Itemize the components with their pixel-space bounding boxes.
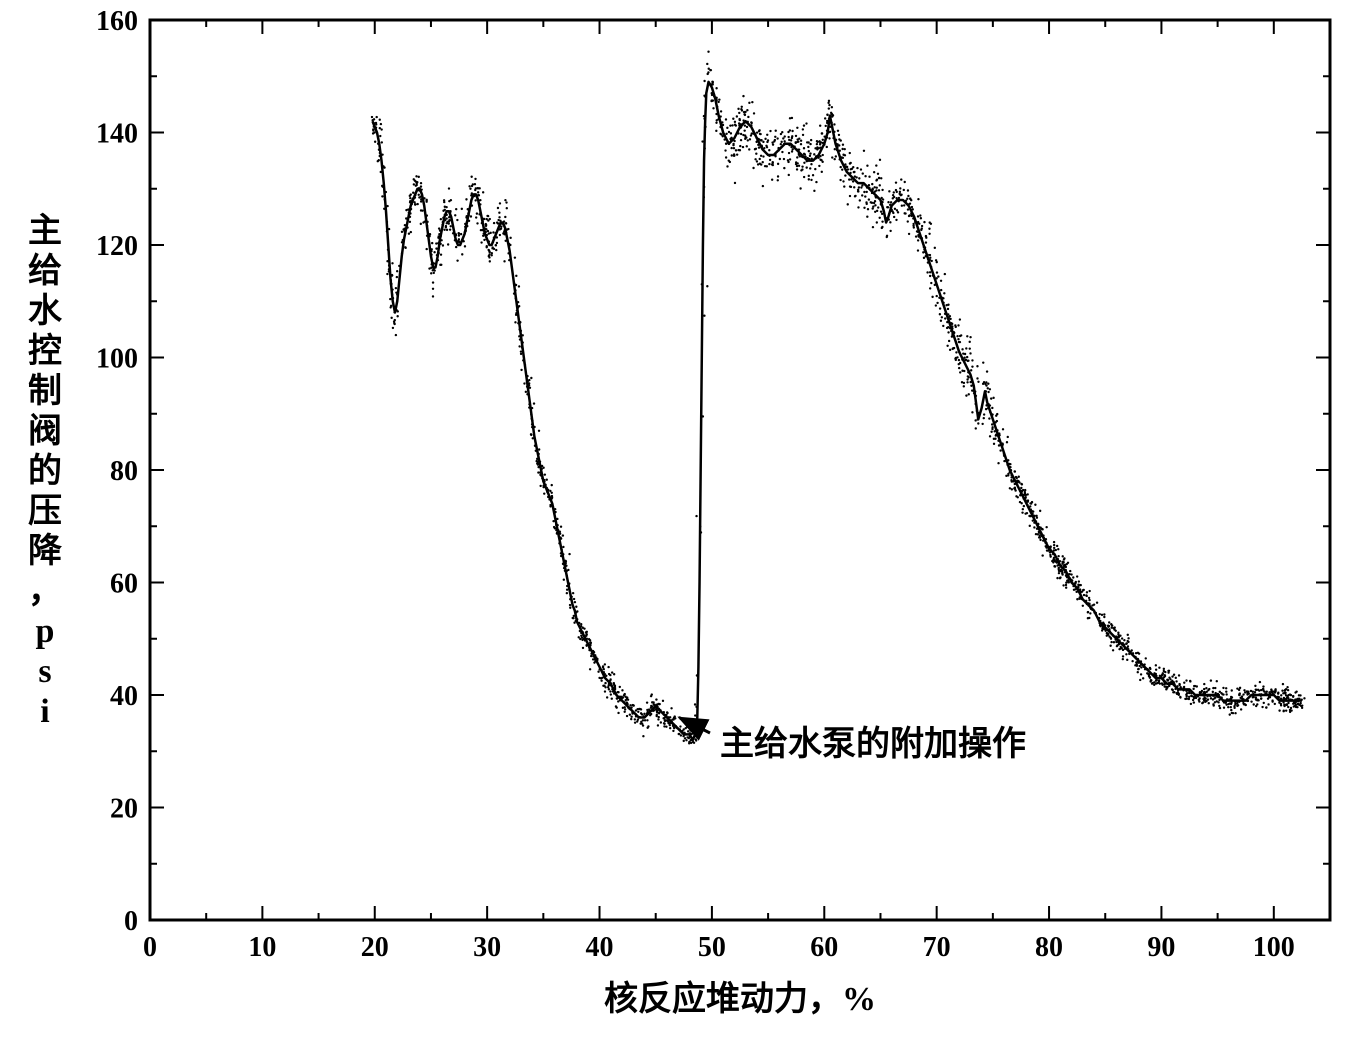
svg-text:主: 主 (28, 212, 62, 250)
chart-svg: 0 10 20 30 40 50 60 70 80 90 100 0 20 40 60 80 100 120 140… (0, 0, 1353, 1052)
svg-text:主给水泵的附加操作: 主给水泵的附加操作 (720, 725, 1026, 763)
svg-text:40: 40 (110, 681, 138, 712)
svg-text:80: 80 (110, 456, 138, 487)
svg-text:100: 100 (1253, 932, 1295, 963)
svg-text:0: 0 (124, 906, 138, 937)
svg-text:60: 60 (110, 569, 138, 600)
svg-text:20: 20 (110, 794, 138, 825)
svg-text:降: 降 (28, 532, 63, 570)
svg-text:阀: 阀 (28, 412, 62, 450)
svg-text:水: 水 (28, 292, 63, 330)
svg-text:p: p (36, 613, 55, 650)
svg-text:50: 50 (698, 932, 726, 963)
svg-text:20: 20 (361, 932, 389, 963)
svg-text:60: 60 (810, 932, 838, 963)
svg-text:140: 140 (96, 119, 138, 150)
svg-text:制: 制 (28, 372, 62, 410)
svg-text:160: 160 (96, 6, 138, 37)
svg-text:120: 120 (96, 231, 138, 262)
svg-text:压: 压 (28, 493, 62, 530)
svg-text:90: 90 (1147, 932, 1175, 963)
svg-text:给: 给 (28, 252, 62, 290)
chart-container: 0 10 20 30 40 50 60 70 80 90 100 0 20 40 60 80 100 120 140… (0, 0, 1353, 1052)
svg-text:核反应堆动力，%: 核反应堆动力，% (604, 980, 876, 1018)
svg-text:控: 控 (28, 332, 62, 370)
svg-text:80: 80 (1035, 932, 1063, 963)
svg-text:10: 10 (248, 932, 276, 963)
svg-text:100: 100 (96, 344, 138, 375)
svg-text:，: ， (28, 573, 62, 610)
svg-text:的: 的 (28, 452, 62, 490)
svg-text:70: 70 (923, 932, 951, 963)
svg-text:s: s (38, 653, 51, 690)
svg-text:0: 0 (143, 932, 157, 963)
svg-text:i: i (40, 693, 49, 730)
svg-text:30: 30 (473, 932, 501, 963)
svg-text:40: 40 (586, 932, 614, 963)
